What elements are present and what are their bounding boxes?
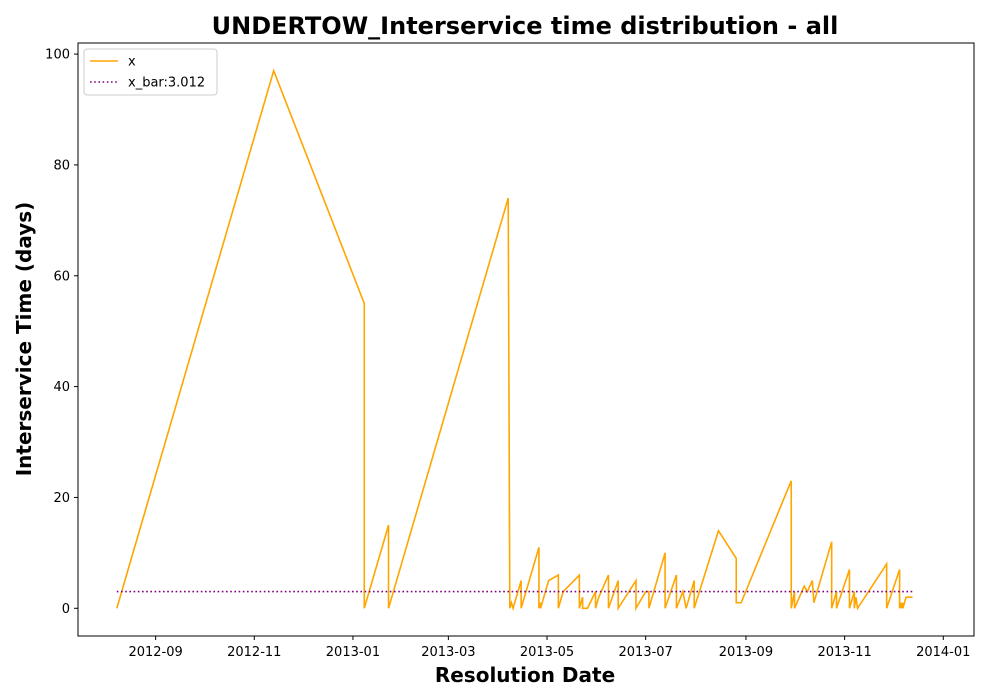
- x-tick-label: 2013-03: [421, 645, 475, 660]
- y-axis-label: Interservice Time (days): [12, 202, 36, 477]
- x-tick-label: 2013-01: [326, 645, 380, 660]
- x-tick-label: 2012-11: [227, 645, 281, 660]
- y-tick-label: 60: [53, 269, 70, 284]
- chart-title: UNDERTOW_Interservice time distribution …: [212, 12, 839, 40]
- x-tick-label: 2013-05: [520, 645, 574, 660]
- y-tick-label: 20: [53, 491, 70, 506]
- y-tick-label: 40: [53, 380, 70, 395]
- x-tick-label: 2014-01: [916, 645, 970, 660]
- y-tick-label: 80: [53, 158, 70, 173]
- legend: x x_bar:3.012: [83, 48, 218, 96]
- y-tick-label: 0: [62, 602, 70, 617]
- y-tick-label: 100: [45, 48, 70, 63]
- x-tick-label: 2012-09: [128, 645, 182, 660]
- x-tick-label: 2013-09: [719, 645, 773, 660]
- x-axis-label: Resolution Date: [435, 663, 615, 687]
- legend-label-x-bar: x_bar:3.012: [128, 76, 205, 91]
- x-tick-label: 2013-11: [817, 645, 871, 660]
- x-tick-label: 2013-07: [619, 645, 673, 660]
- legend-label-x: x: [128, 55, 136, 70]
- plot-area: 0 20 40 60 80 100 2012-09 2012-11 2013-01 2013-03…: [45, 42, 975, 660]
- series-line-x: [116, 68, 913, 612]
- plot-frame: [77, 42, 975, 637]
